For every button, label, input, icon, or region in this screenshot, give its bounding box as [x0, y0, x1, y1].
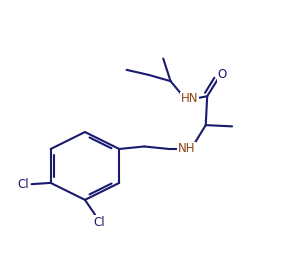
Text: Cl: Cl: [94, 216, 105, 229]
Text: Cl: Cl: [17, 178, 29, 191]
Text: O: O: [217, 68, 226, 81]
Text: NH: NH: [178, 142, 195, 155]
Text: HN: HN: [181, 92, 198, 105]
